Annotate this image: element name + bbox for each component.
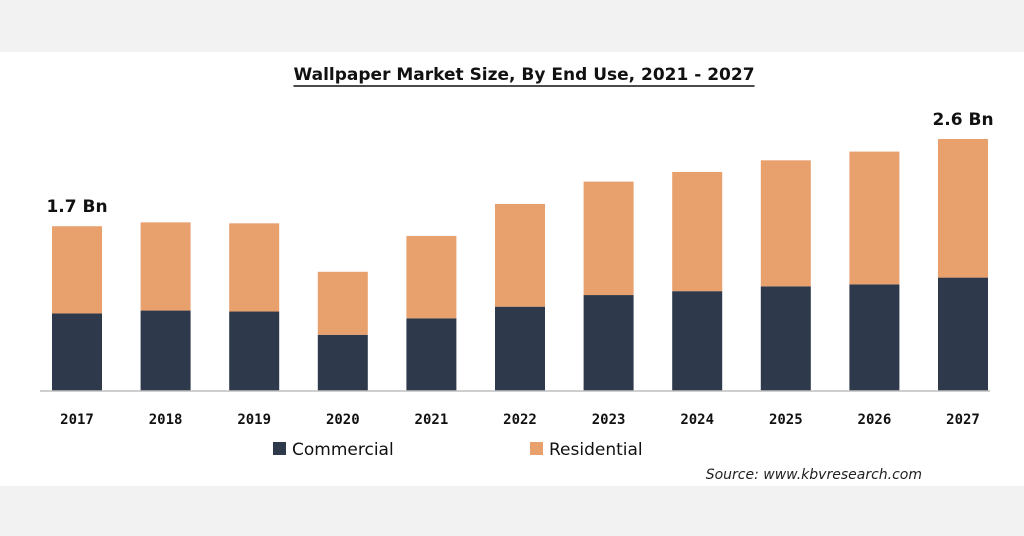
bar-residential-2026 bbox=[849, 151, 900, 285]
bar-commercial-2025 bbox=[760, 286, 811, 391]
x-tick-label-2019: 2019 bbox=[237, 412, 271, 428]
x-tick-label-2026: 2026 bbox=[858, 412, 892, 428]
legend-swatch-commercial bbox=[273, 442, 286, 455]
annotation-2027: 2.6 Bn bbox=[932, 110, 993, 130]
legend-label-residential: Residential bbox=[549, 440, 643, 460]
bar-residential-2024 bbox=[672, 171, 723, 292]
bar-commercial-2020 bbox=[317, 334, 368, 391]
bar-commercial-2026 bbox=[849, 284, 900, 391]
bar-commercial-2022 bbox=[495, 306, 545, 391]
bar-commercial-2017 bbox=[52, 313, 102, 391]
x-tick-label-2018: 2018 bbox=[149, 412, 183, 428]
bar-residential-2018 bbox=[140, 222, 191, 311]
bar-commercial-2027 bbox=[938, 277, 988, 391]
bar-residential-2023 bbox=[583, 181, 634, 296]
x-tick-label-2025: 2025 bbox=[769, 412, 803, 428]
bar-residential-2025 bbox=[760, 160, 811, 287]
x-tick-label-2027: 2027 bbox=[946, 412, 980, 428]
x-tick-label-2021: 2021 bbox=[415, 412, 449, 428]
bar-residential-2017 bbox=[52, 226, 102, 314]
annotation-2017: 1.7 Bn bbox=[46, 197, 107, 217]
x-tick-label-2024: 2024 bbox=[680, 412, 714, 428]
bar-residential-2027 bbox=[938, 139, 988, 278]
chart-canvas: Wallpaper Market Size, By End Use, 2021 … bbox=[0, 52, 1024, 486]
legend-swatch-residential bbox=[530, 442, 543, 455]
legend-label-commercial: Commercial bbox=[292, 440, 394, 460]
bars bbox=[52, 139, 988, 391]
x-tick-label-2023: 2023 bbox=[592, 412, 626, 428]
x-tick-label-2020: 2020 bbox=[326, 412, 360, 428]
bar-commercial-2021 bbox=[406, 318, 457, 391]
bar-residential-2022 bbox=[495, 203, 545, 307]
x-tick-label-2017: 2017 bbox=[60, 412, 94, 428]
bar-residential-2020 bbox=[317, 271, 368, 335]
legend: Commercial Residential bbox=[273, 440, 643, 460]
chart-title: Wallpaper Market Size, By End Use, 2021 … bbox=[293, 65, 754, 85]
x-tick-label-2022: 2022 bbox=[503, 412, 537, 428]
bar-residential-2019 bbox=[229, 223, 280, 312]
bar-commercial-2023 bbox=[583, 295, 634, 391]
bar-commercial-2024 bbox=[672, 291, 723, 391]
bar-commercial-2019 bbox=[229, 311, 280, 391]
source-note: Source: www.kbvresearch.com bbox=[706, 467, 922, 483]
bar-commercial-2018 bbox=[140, 310, 191, 391]
bar-residential-2021 bbox=[406, 235, 457, 319]
chart: Wallpaper Market Size, By End Use, 2021 … bbox=[40, 65, 994, 483]
x-tick-labels: 2017 2018 2019 2020 2021 2022 2023 2024 2025 2026… bbox=[60, 412, 980, 428]
annotations: 1.7 Bn 2.6 Bn bbox=[46, 110, 993, 217]
